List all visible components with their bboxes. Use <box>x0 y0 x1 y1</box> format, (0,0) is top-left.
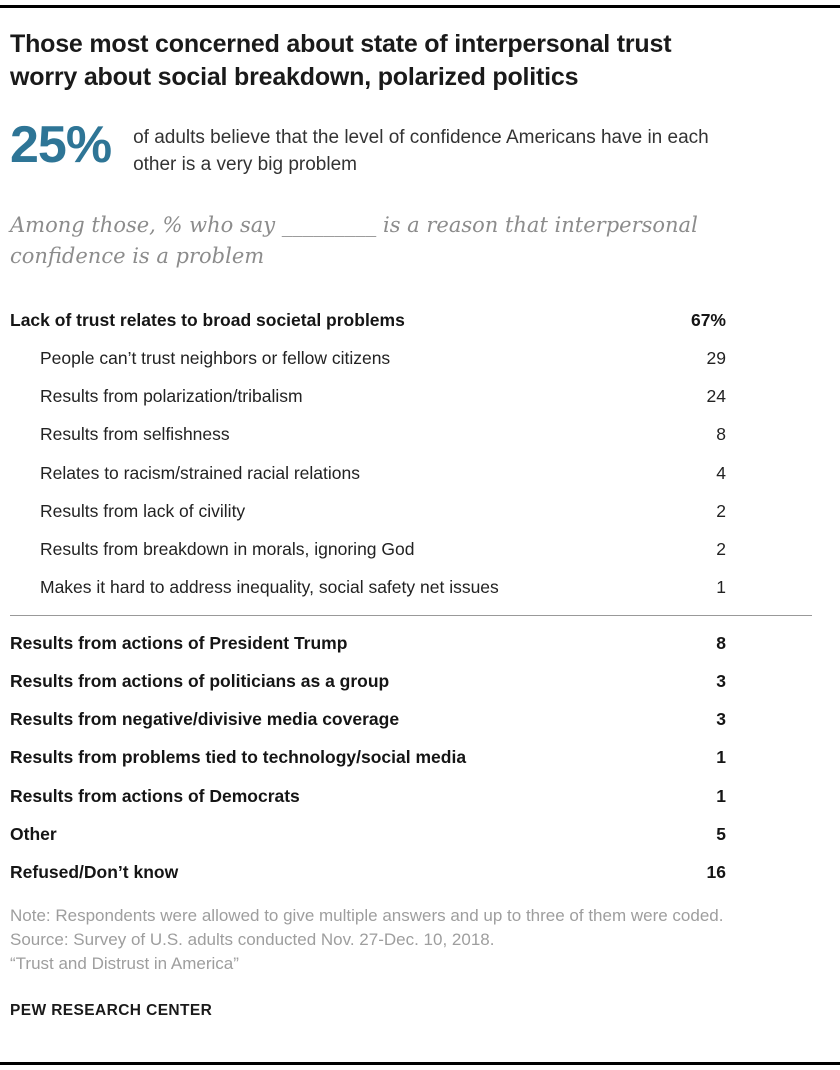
table-row: Refused/Don’t know 16 <box>10 854 726 892</box>
section-divider <box>10 615 812 617</box>
chart-footer: Note: Respondents were allowed to give m… <box>10 904 826 1020</box>
table-row: Results from polarization/tribalism 24 <box>10 378 726 416</box>
row-value: 4 <box>716 462 726 483</box>
chart-source: Source: Survey of U.S. adults conducted … <box>10 929 495 949</box>
row-label: Results from actions of President Trump <box>10 632 348 653</box>
table-row: People can’t trust neighbors or fellow c… <box>10 339 726 377</box>
chart-content: Those most concerned about state of inte… <box>0 8 840 1020</box>
row-label: Results from lack of civility <box>40 500 246 521</box>
row-value: 8 <box>716 424 726 445</box>
table-row: Results from actions of President Trump … <box>10 624 726 662</box>
bottom-rule <box>0 1062 840 1065</box>
chart-report-title: “Trust and Distrust in America” <box>10 954 239 974</box>
row-label: Results from selfishness <box>40 424 230 445</box>
row-label: Makes it hard to address inequality, soc… <box>40 577 499 598</box>
stat-value: 25% <box>10 116 112 174</box>
data-table: Lack of trust relates to broad societal … <box>10 301 812 892</box>
brand-label: PEW RESEARCH CENTER <box>10 1002 213 1020</box>
chart-note: Note: Respondents were allowed to give m… <box>10 905 724 925</box>
row-label: Results from problems tied to technology… <box>10 747 467 768</box>
chart-question: Among those, % who say _________ is a re… <box>10 213 698 268</box>
table-row: Results from lack of civility 2 <box>10 492 726 530</box>
table-row: Results from actions of politicians as a… <box>10 662 726 700</box>
row-label: Refused/Don’t know <box>10 862 179 883</box>
row-label: Results from actions of politicians as a… <box>10 670 390 691</box>
table-row: Results from actions of Democrats 1 <box>10 777 726 815</box>
row-value: 2 <box>716 500 726 521</box>
row-value: 67% <box>690 309 726 330</box>
table-row: Makes it hard to address inequality, soc… <box>10 569 726 607</box>
row-label: Results from negative/divisive media cov… <box>10 709 400 730</box>
table-row: Results from selfishness 8 <box>10 416 726 454</box>
top-rule <box>0 5 840 8</box>
row-value: 1 <box>716 785 726 806</box>
row-value: 29 <box>706 347 726 368</box>
row-value: 2 <box>716 539 726 560</box>
stat-description: of adults believe that the level of conf… <box>133 127 709 175</box>
row-value: 3 <box>716 670 726 691</box>
row-value: 1 <box>716 577 726 598</box>
table-row: Results from problems tied to technology… <box>10 739 726 777</box>
table-row: Relates to racism/strained racial relati… <box>10 454 726 492</box>
row-label: Other <box>10 823 57 844</box>
row-label: Relates to racism/strained racial relati… <box>40 462 360 483</box>
table-row: Results from negative/divisive media cov… <box>10 701 726 739</box>
row-value: 1 <box>716 747 726 768</box>
row-value: 5 <box>716 823 726 844</box>
page-title: Those most concerned about state of inte… <box>10 30 672 91</box>
stat-callout: 25% of adults believe that the level of … <box>10 116 826 178</box>
row-label: Results from polarization/tribalism <box>40 386 303 407</box>
row-value: 24 <box>706 386 726 407</box>
table-row: Results from breakdown in morals, ignori… <box>10 531 726 569</box>
table-row: Other 5 <box>10 815 726 853</box>
row-label: Results from breakdown in morals, ignori… <box>40 539 415 560</box>
row-value: 3 <box>716 709 726 730</box>
table-row-group-header: Lack of trust relates to broad societal … <box>10 301 726 339</box>
row-label: Results from actions of Democrats <box>10 785 300 806</box>
row-label: People can’t trust neighbors or fellow c… <box>40 347 391 368</box>
row-label: Lack of trust relates to broad societal … <box>10 309 405 330</box>
row-value: 16 <box>706 862 726 883</box>
row-value: 8 <box>716 632 726 653</box>
